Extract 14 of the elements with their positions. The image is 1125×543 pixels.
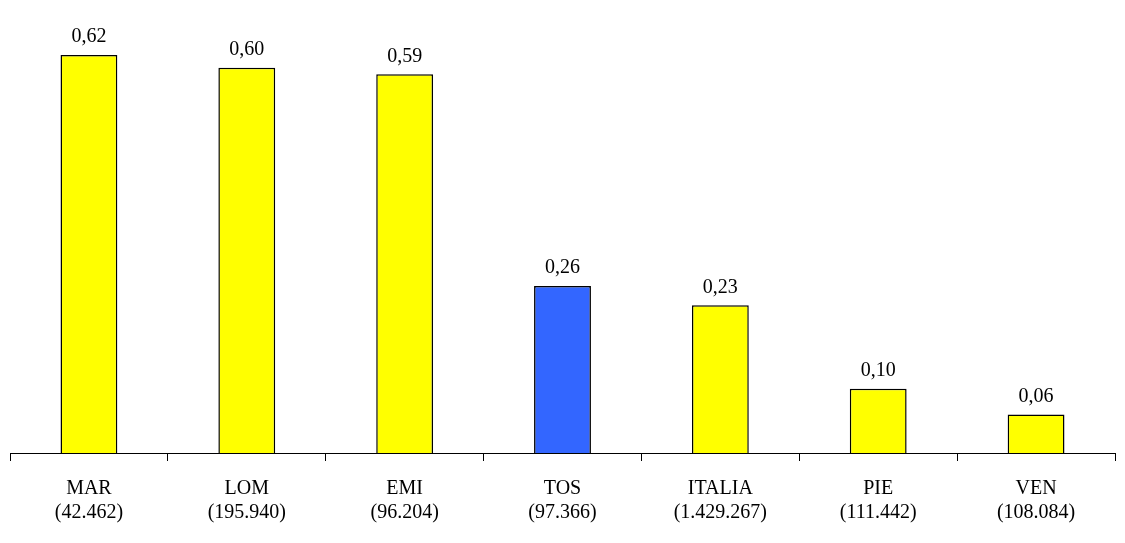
x-tick-label: ITALIA (1.429.267) — [673, 476, 768, 524]
data-label: 0,26 — [545, 255, 580, 278]
x-tick-label: EMI (96.204) — [370, 476, 439, 524]
x-tick-label: VEN (108.084) — [996, 476, 1076, 524]
data-label: 0,06 — [1018, 383, 1054, 406]
data-label: 0,60 — [229, 37, 265, 60]
data-label: 0,62 — [71, 24, 107, 47]
x-tick-label: PIE (111.442) — [839, 476, 917, 524]
x-tick-label: MAR (42.462) — [54, 476, 124, 524]
x-tick-label: LOM (195.940) — [207, 476, 286, 524]
x-tick-label: TOS (97.366) — [528, 476, 597, 524]
data-label: 0,59 — [387, 43, 423, 66]
data-label: 0,23 — [702, 274, 738, 297]
data-label: 0,10 — [860, 358, 896, 381]
